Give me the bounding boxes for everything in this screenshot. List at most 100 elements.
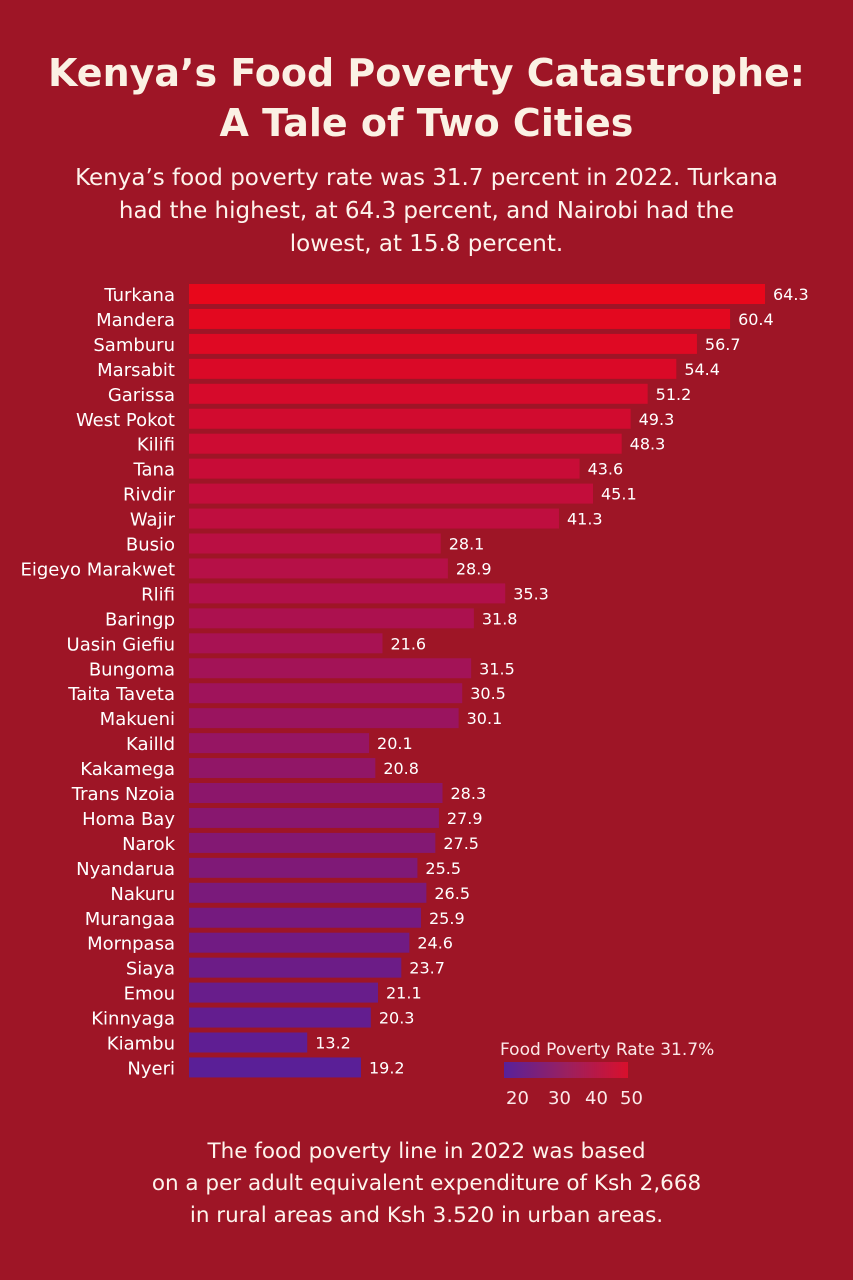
bar xyxy=(189,907,422,928)
bar xyxy=(189,658,472,679)
value-label: 21.1 xyxy=(386,984,422,1003)
bar xyxy=(189,1057,361,1078)
category-label: Wajir xyxy=(130,510,176,531)
bar xyxy=(189,758,376,779)
legend-ticks: 20 30 40 50 xyxy=(506,1088,656,1110)
value-label: 35.3 xyxy=(513,584,549,603)
bar xyxy=(189,583,506,604)
category-label: Mandera xyxy=(96,310,175,331)
title-line-1: Kenya’s Food Poverty Catastrophe: xyxy=(48,51,805,95)
value-label: 19.2 xyxy=(369,1058,405,1077)
bar xyxy=(189,284,765,304)
bar xyxy=(189,1032,308,1053)
category-label: Trans Nzoia xyxy=(71,784,175,805)
value-label: 41.3 xyxy=(567,510,603,529)
category-label: Kailld xyxy=(126,734,175,755)
bar xyxy=(189,433,622,454)
legend-color-scale xyxy=(504,1062,628,1078)
value-label: 20.3 xyxy=(379,1009,415,1028)
bar xyxy=(189,982,379,1003)
footer-line-1: The food poverty line in 2022 was based xyxy=(207,1139,646,1164)
bar xyxy=(189,483,594,504)
category-label: Taita Taveta xyxy=(67,684,175,705)
category-label: Kinnyaga xyxy=(91,1009,175,1030)
subtitle-line-2: had the highest, at 64.3 percent, and Na… xyxy=(118,198,735,224)
legend-tick: 20 xyxy=(506,1088,529,1109)
legend-tick: 40 xyxy=(585,1088,608,1109)
footer-line-2: on a per adult equivalent expenditure of… xyxy=(151,1171,702,1196)
bar-chart: Turkana 64.3 Mandera 60.4 Samburu 56.7 Marsabi… xyxy=(20,284,809,1079)
bar xyxy=(189,832,436,853)
category-label: Baringp xyxy=(105,609,175,630)
value-label: 49.3 xyxy=(639,410,675,429)
legend-tick: 30 xyxy=(548,1088,571,1109)
subtitle-line-1: Kenya’s food poverty rate was 31.7 perce… xyxy=(75,165,778,191)
value-label: 26.5 xyxy=(434,884,470,903)
subtitle-line-3: lowest, at 15.8 percent. xyxy=(289,231,564,257)
category-label: Narok xyxy=(122,834,176,855)
bar xyxy=(189,333,697,354)
category-label: Homa Bay xyxy=(82,809,175,830)
bar xyxy=(189,458,580,479)
value-label: 31.5 xyxy=(479,659,515,678)
category-label: Mornpasa xyxy=(87,934,175,955)
value-label: 21.6 xyxy=(390,634,426,653)
value-label: 54.4 xyxy=(684,360,720,379)
value-label: 30.1 xyxy=(467,709,503,728)
bar xyxy=(189,508,559,529)
category-label: Kakamega xyxy=(80,759,175,780)
bar xyxy=(189,882,427,903)
category-label: Eigeyo Marakwet xyxy=(20,559,175,580)
bar xyxy=(189,683,463,704)
category-label: Makueni xyxy=(100,709,175,730)
category-label: Turkana xyxy=(103,285,175,306)
category-label: Bungoma xyxy=(89,659,175,680)
legend-tick: 50 xyxy=(620,1088,643,1109)
bar xyxy=(189,957,402,978)
value-label: 13.2 xyxy=(315,1034,351,1053)
category-label: Samburu xyxy=(93,335,175,356)
category-label: Uasin Giefiu xyxy=(67,634,175,655)
bar xyxy=(189,857,418,878)
bar xyxy=(189,783,443,803)
category-label: Nyeri xyxy=(127,1058,175,1079)
footer-note: The food poverty line in 2022 was based … xyxy=(40,1136,813,1232)
category-label: Nakuru xyxy=(110,884,175,905)
bar xyxy=(189,708,459,729)
category-label: Marsabit xyxy=(97,360,175,381)
bar xyxy=(189,1007,371,1028)
category-label: Kiambu xyxy=(107,1034,175,1055)
bar xyxy=(189,932,410,953)
category-label: Rlifi xyxy=(141,584,175,605)
value-label: 20.8 xyxy=(383,759,419,778)
category-label: Rivdir xyxy=(123,485,176,506)
title-line-2: A Tale of Two Cities xyxy=(219,101,634,145)
value-label: 28.9 xyxy=(456,559,492,578)
value-label: 25.5 xyxy=(425,859,461,878)
value-label: 28.1 xyxy=(449,535,485,554)
value-label: 60.4 xyxy=(738,310,774,329)
value-label: 27.9 xyxy=(447,809,483,828)
bar xyxy=(189,558,448,579)
category-label: Kilifi xyxy=(137,435,175,456)
category-label: Busio xyxy=(126,535,175,556)
footer-line-3: in rural areas and Ksh 3.520 in urban ar… xyxy=(189,1203,664,1228)
bar xyxy=(189,608,474,629)
chart-title: Kenya’s Food Poverty Catastrophe: A Tale… xyxy=(0,48,853,148)
bar xyxy=(189,733,370,754)
value-label: 51.2 xyxy=(656,385,692,404)
value-label: 30.5 xyxy=(470,684,506,703)
value-label: 56.7 xyxy=(705,335,741,354)
bar xyxy=(189,358,677,379)
value-label: 31.8 xyxy=(482,609,518,628)
category-label: Murangaa xyxy=(85,909,175,930)
category-label: Emou xyxy=(124,984,175,1005)
bar xyxy=(189,308,731,329)
value-label: 23.7 xyxy=(409,959,445,978)
category-label: Nyandarua xyxy=(76,859,175,880)
value-label: 43.6 xyxy=(588,460,624,479)
value-label: 28.3 xyxy=(451,784,487,803)
value-label: 48.3 xyxy=(630,435,666,454)
value-label: 24.6 xyxy=(417,934,453,953)
category-label: Garissa xyxy=(108,385,175,406)
